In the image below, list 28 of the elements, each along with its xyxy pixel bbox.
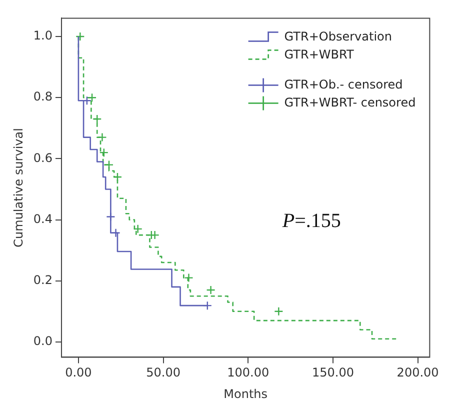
x-tick-label: 200.00 [396, 366, 439, 380]
point [274, 306, 284, 316]
y-tick-label: 1.0 [33, 28, 52, 43]
point [76, 32, 85, 42]
x-tick-label: 100.00 [227, 366, 270, 380]
legend-label: GTR+WBRT [284, 47, 354, 62]
y-axis-title: Cumulative survival [11, 128, 26, 248]
y-tick-label: 0.6 [33, 150, 52, 165]
x-tick-label: 0.00 [65, 366, 92, 380]
point [92, 114, 102, 124]
annotation: P=.155 [281, 210, 341, 232]
point [99, 148, 109, 158]
point [133, 224, 142, 234]
legend-label: GTR+Ob.- censored [284, 77, 403, 92]
x-tick-label: 150.00 [312, 366, 354, 380]
y-tick-label: 0.4 [33, 212, 52, 226]
point [82, 96, 92, 106]
point [150, 230, 160, 240]
x-axis-title: Months [224, 386, 268, 401]
legend-label: GTR+WBRT- censored [284, 95, 416, 110]
y-tick-label: 0.2 [33, 272, 52, 287]
x-tick-label: 50.00 [146, 366, 180, 380]
legend-label: GTR+Observation [284, 29, 392, 44]
point [184, 273, 194, 282]
point [206, 285, 216, 295]
y-tick-label: 0.8 [33, 90, 52, 104]
y-tick-label: 0.0 [33, 334, 52, 348]
point [98, 132, 107, 142]
